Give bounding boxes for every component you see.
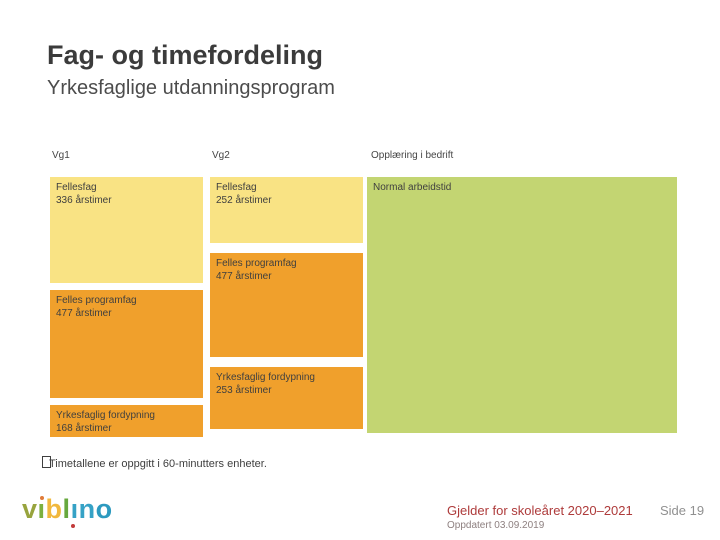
footnote-text: Timetallene er oppgitt i 60-minutters en… — [49, 458, 267, 470]
column-header-vg2: Vg2 — [212, 150, 230, 161]
vilbli-logo: vı blı no — [22, 494, 113, 528]
footer-validity: Gjelder for skoleåret 2020–2021 — [447, 503, 633, 518]
column-header-vg1: Vg1 — [52, 150, 70, 161]
block-bedrift-normal-arbeidstid: Normal arbeidstid — [367, 177, 677, 433]
page-title: Fag- og timefordeling — [47, 40, 323, 70]
column-header-bedrift: Opplæring i bedrift — [371, 150, 454, 161]
block-label: Felles programfag — [56, 295, 137, 306]
block-label: Yrkesfaglig fordypning — [216, 372, 315, 383]
block-label: Fellesfag — [216, 182, 257, 193]
block-vg1-yrkesfaglig-fordypning: Yrkesfaglig fordypning 168 årstimer — [50, 405, 203, 437]
block-label: Yrkesfaglig fordypning — [56, 410, 155, 421]
block-vg1-felles-programfag: Felles programfag 477 årstimer — [50, 290, 203, 398]
block-hours: 336 årstimer — [56, 195, 112, 206]
block-vg2-felles-programfag: Felles programfag 477 årstimer — [210, 253, 363, 357]
block-hours: 252 årstimer — [216, 195, 272, 206]
block-vg2-yrkesfaglig-fordypning: Yrkesfaglig fordypning 253 årstimer — [210, 367, 363, 429]
footer-page-number: Side 19 — [660, 503, 705, 518]
block-hours: 168 årstimer — [56, 423, 112, 434]
block-hours: 253 årstimer — [216, 385, 272, 396]
block-hours: 477 årstimer — [56, 308, 112, 319]
block-label: Felles programfag — [216, 258, 297, 269]
block-vg1-fellesfag: Fellesfag 336 årstimer — [50, 177, 203, 283]
footnote: Timetallene er oppgitt i 60-minutters en… — [42, 456, 267, 470]
page-subtitle: Yrkesfaglige utdanningsprogram — [47, 77, 335, 99]
block-vg2-fellesfag: Fellesfag 252 årstimer — [210, 177, 363, 243]
block-label: Fellesfag — [56, 182, 97, 193]
footer-updated: Oppdatert 03.09.2019 — [447, 520, 545, 531]
block-label: Normal arbeidstid — [373, 182, 452, 193]
missing-glyph-box-icon — [42, 456, 51, 468]
block-hours: 477 årstimer — [216, 271, 272, 282]
